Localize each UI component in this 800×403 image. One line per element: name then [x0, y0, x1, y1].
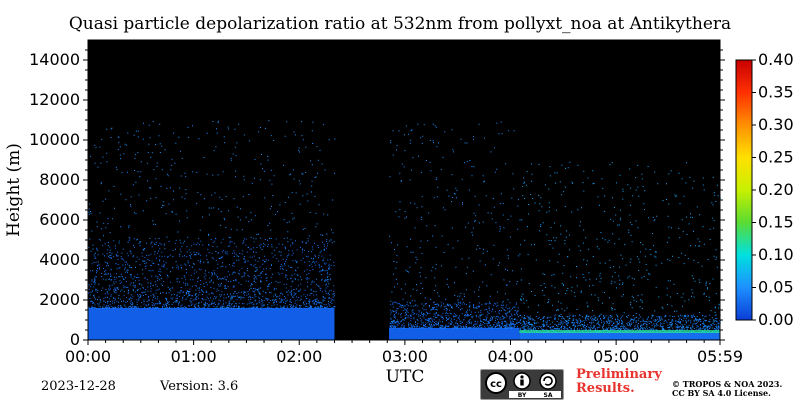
- colorbar-tick-label: 0.30: [758, 115, 794, 134]
- y-tick-label: 0: [70, 330, 80, 349]
- dense-layer: [88, 308, 335, 340]
- y-tick-label: 4000: [39, 250, 80, 269]
- transition-points: [389, 301, 521, 329]
- colorbar: 0.00 0.05 0.10 0.15 0.20 0.25 0.30 0.35 0.40: [735, 50, 794, 329]
- y-tick-label: 10000: [29, 130, 80, 149]
- data-segment-3: [519, 161, 721, 340]
- x-tick-label: 05:59: [697, 347, 743, 366]
- preliminary-results-note: Preliminary Results.: [576, 368, 662, 396]
- sa-icon: [539, 372, 557, 390]
- colorbar-tick-label: 0.20: [758, 180, 794, 199]
- x-tick-label: 01:00: [171, 347, 217, 366]
- preliminary-line-2: Results.: [576, 381, 635, 396]
- colorbar-tick-label: 0.00: [758, 310, 794, 329]
- y-tick-label: 6000: [39, 210, 80, 229]
- colorbar-tick-label: 0.25: [758, 148, 794, 167]
- colorbar-tick-label: 0.35: [758, 83, 794, 102]
- colorbar-gradient: [735, 59, 753, 321]
- cc-text: cc: [490, 379, 502, 390]
- plot-background: [88, 40, 720, 340]
- copyright-line-2: CC BY SA 4.0 License.: [672, 388, 771, 398]
- cc-icon: [485, 372, 507, 394]
- x-tick-label: 02:00: [276, 347, 322, 366]
- y-tick-label: 8000: [39, 170, 80, 189]
- x-tick-label: 00:00: [65, 347, 111, 366]
- copyright-line-1: © TROPOS & NOA 2023.: [672, 379, 783, 389]
- colorbar-tick-label: 0.10: [758, 245, 794, 264]
- x-tick-label: 05:00: [593, 347, 639, 366]
- chart-title: Quasi particle depolarization ratio at 5…: [68, 14, 732, 34]
- aerosol-layer: [519, 330, 720, 333]
- copyright-note: © TROPOS & NOA 2023. CC BY SA 4.0 Licens…: [672, 380, 782, 398]
- by-text: BY: [518, 392, 527, 399]
- date-label: 2023-12-28: [41, 379, 116, 394]
- colorbar-tick-label: 0.40: [758, 50, 794, 69]
- preliminary-line-1: Preliminary: [576, 367, 662, 382]
- axes: 00:00 01:00 02:00 03:00 04:00 05:00 05:59 0 2000…: [4, 39, 743, 366]
- dense-layer: [519, 332, 720, 340]
- y-axis-label: Height (m): [4, 143, 24, 237]
- y-tick-label: 12000: [29, 90, 80, 109]
- colorbar-tick-label: 0.15: [758, 213, 794, 232]
- x-tick-label: 04:00: [487, 347, 533, 366]
- colorbar-tick-label: 0.05: [758, 278, 794, 297]
- data-segment-2: [389, 121, 521, 340]
- y-tick-label: 2000: [39, 290, 80, 309]
- data-segment-0: [88, 120, 336, 340]
- x-tick-label: 03:00: [382, 347, 428, 366]
- version-label: Version: 3.6: [160, 379, 239, 394]
- cc-license-badge: cc BY SA: [480, 369, 564, 400]
- x-axis-label: UTC: [385, 367, 425, 387]
- sa-text: SA: [544, 392, 553, 399]
- dense-layer: [389, 328, 520, 340]
- plot-area: [88, 40, 721, 340]
- y-tick-label: 14000: [29, 50, 80, 69]
